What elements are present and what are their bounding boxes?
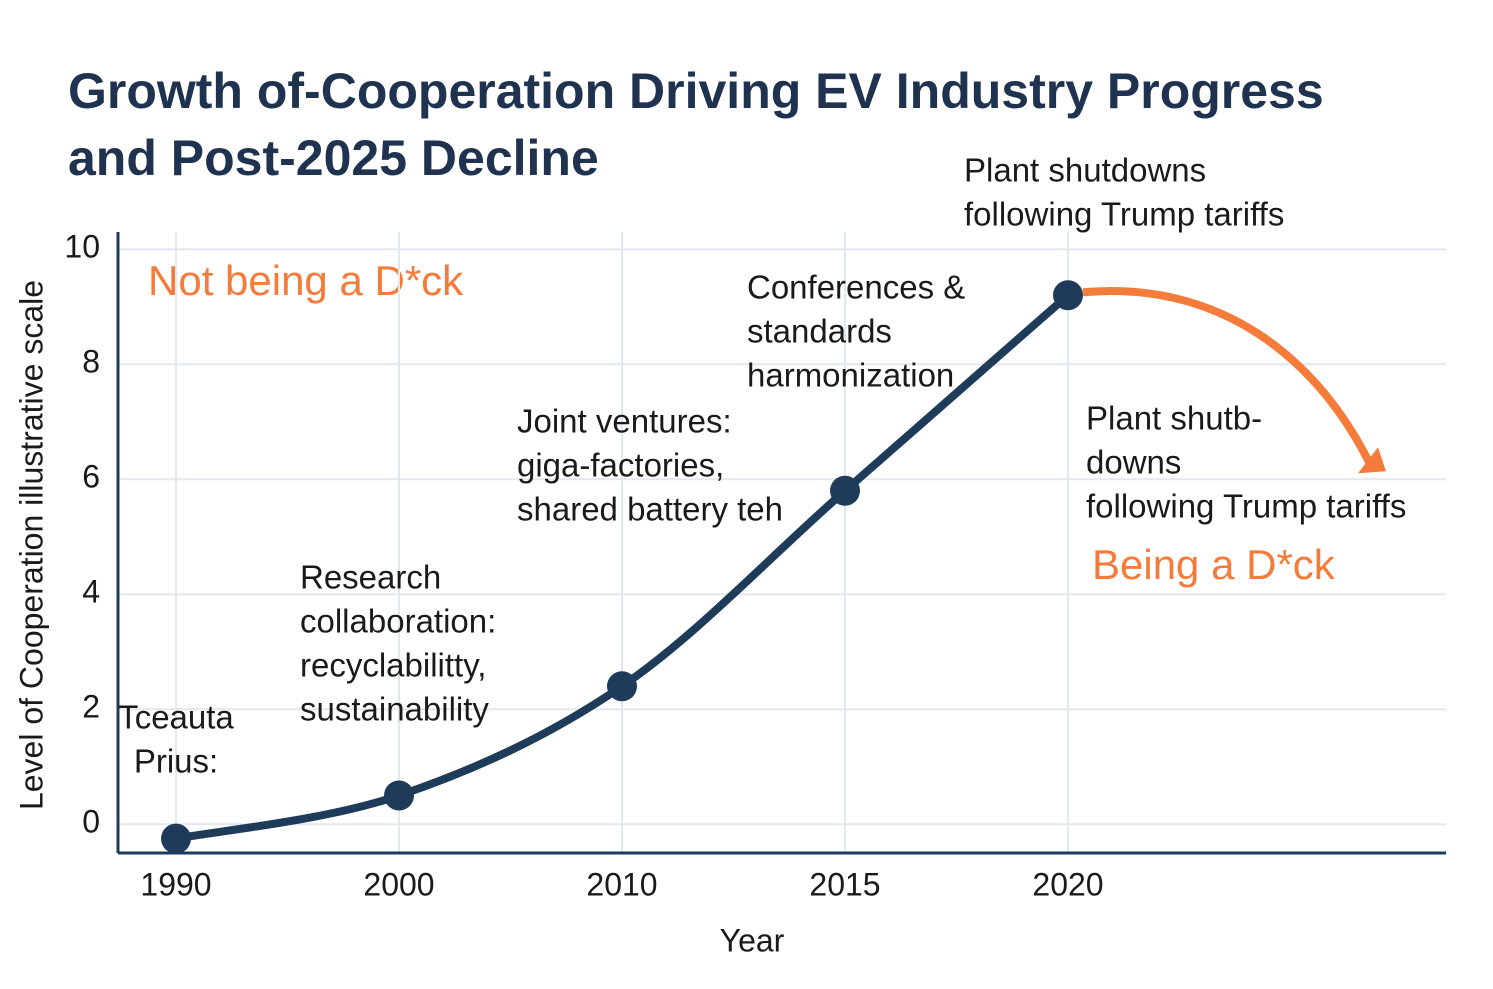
annotation: Tceauta xyxy=(118,699,234,736)
x-tick-label: 1990 xyxy=(140,866,211,902)
y-tick-label: 0 xyxy=(82,804,100,840)
annotation: sustainability xyxy=(300,691,489,728)
annotation: giga-factories, xyxy=(517,447,724,484)
chart-title: and Post-2025 Decline xyxy=(68,130,599,186)
annotation: Joint ventures: xyxy=(517,403,732,440)
annotation: downs xyxy=(1086,444,1181,481)
annotation: Prius: xyxy=(134,743,218,780)
chart-title: Growth of-Cooperation Driving EV Industr… xyxy=(68,63,1324,119)
annotation: shared battery teh xyxy=(517,491,783,528)
point xyxy=(607,671,637,702)
point xyxy=(384,780,414,811)
y-axis-label: Level of Cooperation illustrative scale xyxy=(13,280,49,810)
arrow-head xyxy=(1358,447,1386,474)
y-tick-label: 4 xyxy=(82,574,100,610)
annotation: harmonization xyxy=(747,357,954,394)
grid xyxy=(118,232,1446,853)
x-tick-label: 2015 xyxy=(809,866,880,902)
annotation: collaboration: xyxy=(300,603,496,640)
x-tick-label: 2000 xyxy=(363,866,434,902)
annotation: following Trump tariffs xyxy=(964,196,1284,233)
annotation: recyclabilitty, xyxy=(300,647,486,684)
point xyxy=(830,475,860,506)
annotation: Plant shutdowns xyxy=(964,152,1206,189)
annotation: standards xyxy=(747,313,892,350)
annotation: Plant shutb- xyxy=(1086,400,1262,437)
annotation: Research xyxy=(300,559,441,596)
point xyxy=(1053,280,1083,311)
annotation: Conferences & xyxy=(747,269,965,306)
annotation: following Trump tariffs xyxy=(1086,488,1406,525)
y-tick-label: 8 xyxy=(82,344,100,380)
x-tick-label: 2020 xyxy=(1032,866,1103,902)
x-tick-label: 2010 xyxy=(586,866,657,902)
x-axis-label: Year xyxy=(720,922,785,958)
y-tick-label: 10 xyxy=(64,229,100,265)
line xyxy=(172,291,1072,843)
decline-arrow xyxy=(1082,287,1377,472)
point xyxy=(161,823,191,854)
y-tick-label: 2 xyxy=(82,689,100,725)
orange-label: Not being a D*ck xyxy=(148,257,464,304)
y-tick-label: 6 xyxy=(82,459,100,495)
orange-label: Being a D*ck xyxy=(1092,541,1336,588)
